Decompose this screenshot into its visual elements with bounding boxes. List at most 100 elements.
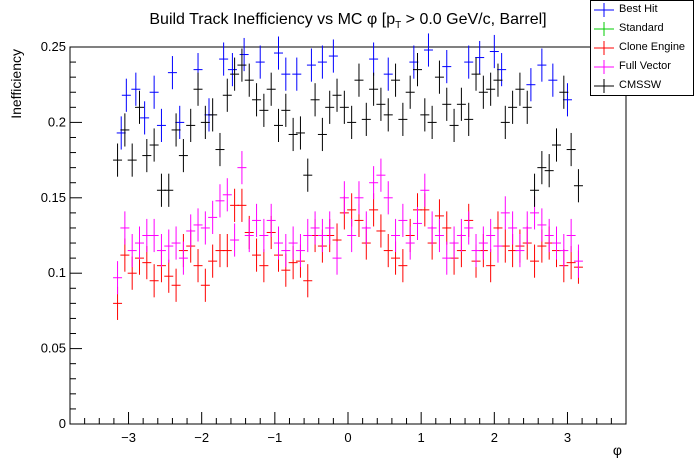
- data-point: [193, 72, 203, 106]
- chart-title-rest: > 0.0 GeV/c, Barrel]: [401, 11, 546, 28]
- data-point: [489, 34, 499, 69]
- data-point: [140, 101, 150, 135]
- legend: Best Hit Standard Clone Engine Full Vect…: [590, 0, 694, 96]
- data-point: [113, 143, 123, 177]
- data-point: [193, 208, 203, 242]
- data-point: [562, 83, 572, 117]
- legend-item-best-hit: Best Hit: [591, 1, 695, 19]
- data-point: [475, 40, 485, 75]
- x-tick-label: 1: [418, 430, 425, 445]
- data-point: [281, 93, 291, 127]
- data-point: [167, 56, 177, 90]
- data-point: [237, 151, 247, 185]
- data-point: [420, 98, 430, 132]
- x-tick-label: −1: [267, 430, 282, 445]
- data-point: [493, 229, 503, 263]
- data-point: [244, 218, 254, 253]
- data-point: [354, 181, 364, 215]
- data-point: [288, 117, 298, 152]
- data-point: [274, 36, 283, 70]
- data-point: [178, 241, 188, 275]
- data-point: [156, 233, 166, 268]
- data-point: [200, 211, 210, 245]
- data-point: [208, 98, 218, 132]
- data-point: [497, 53, 507, 87]
- legend-label-standard: Standard: [619, 22, 664, 34]
- data-point: [559, 75, 569, 109]
- data-point: [508, 211, 518, 245]
- data-point: [478, 226, 488, 260]
- legend-item-cmssw: CMSSW: [591, 77, 695, 95]
- data-point: [222, 178, 232, 212]
- data-point: [149, 75, 159, 109]
- data-point: [339, 181, 349, 215]
- data-point: [354, 63, 364, 97]
- data-point: [208, 200, 218, 234]
- data-point: [274, 226, 283, 260]
- data-point: [193, 249, 203, 283]
- data-point: [361, 102, 371, 136]
- data-point: [200, 105, 210, 139]
- y-tick-label: 0.05: [41, 341, 66, 356]
- x-tick-label: −3: [121, 430, 136, 445]
- data-point: [369, 42, 379, 76]
- x-tick-label: 3: [564, 430, 571, 445]
- data-point: [239, 37, 249, 72]
- data-point: [548, 63, 558, 97]
- data-point: [515, 72, 525, 106]
- data-point: [537, 208, 547, 242]
- data-point: [423, 33, 433, 67]
- data-point: [175, 105, 185, 139]
- data-point: [478, 75, 488, 109]
- data-point: [420, 173, 430, 207]
- data-point: [164, 259, 174, 293]
- data-point: [332, 241, 342, 275]
- legend-marker-standard: [594, 22, 614, 36]
- data-point: [127, 233, 137, 268]
- data-point: [398, 249, 408, 283]
- data-point: [310, 83, 320, 117]
- y-tick-label: 0: [59, 416, 66, 431]
- legend-marker-full-vector: [594, 60, 614, 74]
- data-point: [259, 218, 269, 253]
- data-point: [295, 233, 305, 268]
- data-point: [383, 98, 393, 132]
- data-point: [409, 45, 419, 79]
- data-point: [434, 60, 444, 94]
- data-point: [434, 218, 444, 253]
- data-point: [131, 72, 141, 106]
- data-point: [255, 45, 265, 79]
- data-point: [486, 249, 496, 283]
- data-point: [383, 233, 393, 268]
- data-point: [464, 102, 474, 136]
- data-point: [244, 63, 254, 97]
- legend-marker-clone-engine: [594, 41, 614, 55]
- data-point: [493, 63, 503, 97]
- data-point: [405, 75, 415, 109]
- data-point: [116, 116, 126, 150]
- data-point: [317, 45, 327, 79]
- data-point: [164, 173, 174, 207]
- legend-marker-cmssw: [594, 79, 614, 93]
- data-point: [274, 108, 283, 143]
- x-axis: −3 −2 −1 0 1 2 3: [69, 412, 627, 445]
- chart-title: Build Track Inefficiency vs MC φ [pT > 0…: [149, 11, 546, 31]
- series-best-hit: [116, 33, 572, 150]
- data-point: [252, 203, 262, 238]
- data-point: [486, 72, 496, 106]
- legend-label-clone-engine: Clone Engine: [619, 41, 686, 53]
- data-point: [259, 93, 269, 127]
- data-point: [281, 57, 291, 91]
- data-point: [227, 53, 237, 87]
- data-point: [303, 158, 313, 192]
- data-point: [171, 226, 181, 260]
- y-tick-label: 0.1: [48, 265, 66, 280]
- data-point: [186, 214, 196, 248]
- data-point: [398, 203, 408, 238]
- data-point: [398, 102, 408, 136]
- data-point: [295, 116, 305, 150]
- data-point: [317, 218, 327, 253]
- data-point: [500, 105, 510, 139]
- data-point: [361, 211, 371, 245]
- data-point: [230, 57, 240, 91]
